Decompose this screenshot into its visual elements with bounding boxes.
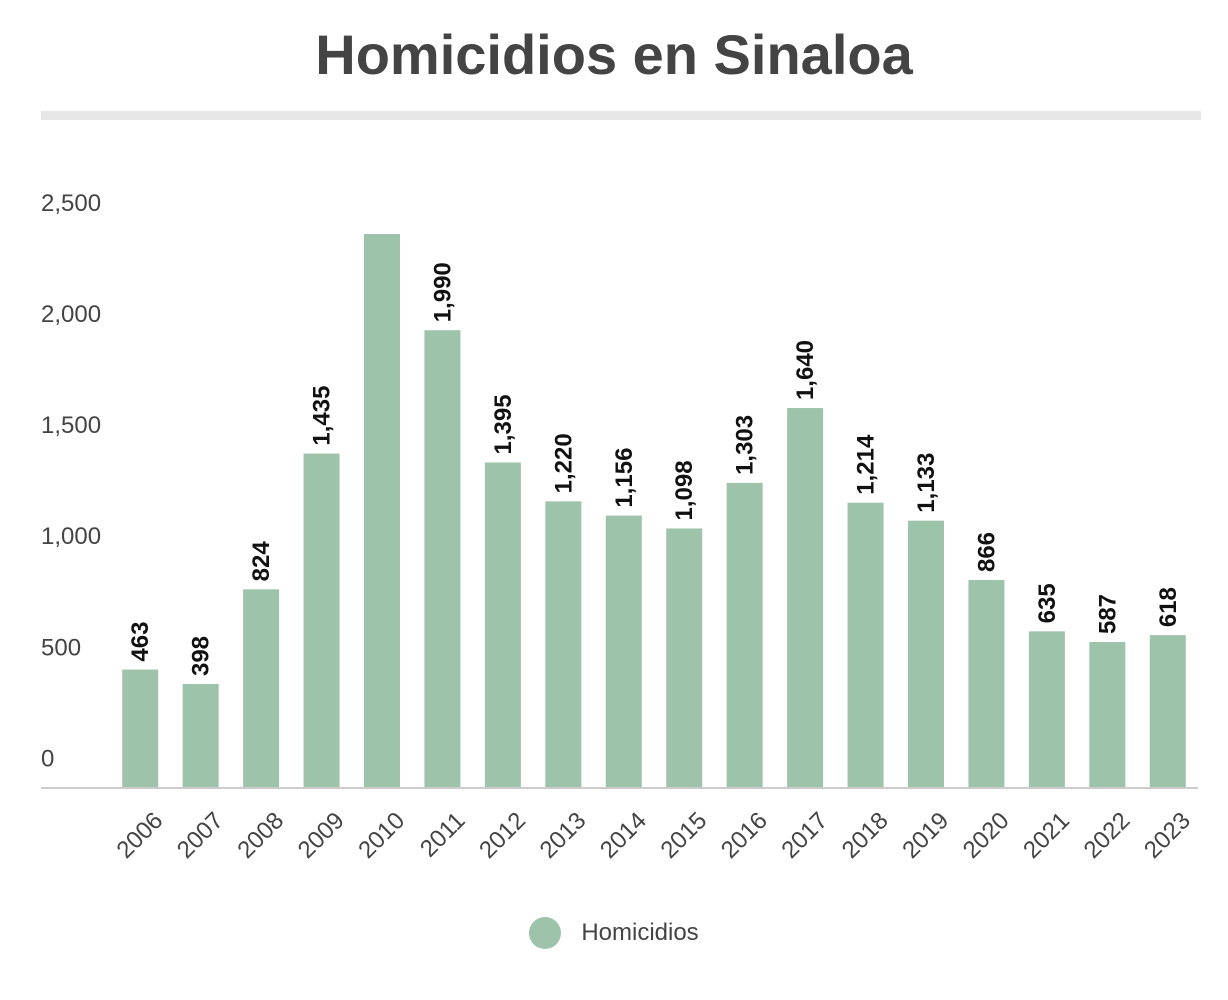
bar-2023 — [1149, 635, 1186, 788]
data-label-2009: 1,435 — [309, 386, 336, 446]
legend: Homicidios — [0, 917, 1228, 949]
y-tick-label: 1,000 — [41, 523, 101, 550]
y-tick-label: 0 — [41, 745, 54, 772]
y-tick-label: 1,500 — [41, 412, 101, 439]
x-tick-label-2023: 2023 — [1139, 807, 1196, 864]
bar-2011 — [424, 330, 461, 788]
data-label-2017: 1,640 — [792, 340, 819, 400]
bar-2006 — [122, 669, 159, 788]
bar-2018 — [847, 502, 884, 788]
x-tick-label-2017: 2017 — [776, 807, 833, 864]
bar-2020 — [968, 580, 1005, 788]
data-label-2021: 635 — [1034, 583, 1061, 623]
bar-2008 — [243, 589, 280, 788]
data-label-2016: 1,303 — [732, 415, 759, 475]
y-tick-label: 2,500 — [41, 190, 101, 217]
bar-2014 — [605, 515, 642, 788]
bar-2017 — [787, 408, 824, 788]
x-tick-label-2012: 2012 — [474, 807, 531, 864]
data-label-2014: 1,156 — [611, 448, 638, 508]
bar-2013 — [545, 501, 582, 788]
x-tick-label-2019: 2019 — [897, 807, 954, 864]
bar-2021 — [1028, 631, 1065, 788]
x-tick-label-2008: 2008 — [232, 807, 289, 864]
x-tick-label-2006: 2006 — [111, 807, 168, 864]
title-divider — [41, 111, 1201, 120]
data-label-2020: 866 — [973, 532, 1000, 572]
data-label-2006: 463 — [127, 622, 154, 662]
x-tick-label-2011: 2011 — [415, 807, 471, 863]
bar-2009 — [303, 453, 340, 788]
x-tick-label-2009: 2009 — [293, 807, 350, 864]
bar-2012 — [484, 462, 521, 788]
x-tick-label-2007: 2007 — [172, 807, 229, 864]
bar-2022 — [1089, 642, 1126, 788]
chart-title: Homicidios en Sinaloa — [315, 23, 913, 86]
x-tick-label-2010: 2010 — [353, 807, 410, 864]
data-label-2013: 1,220 — [550, 433, 577, 493]
bar-2010 — [364, 234, 400, 788]
data-label-2023: 618 — [1155, 587, 1182, 627]
x-tick-label-2015: 2015 — [655, 807, 712, 864]
bar-2015 — [666, 528, 703, 788]
x-tick-label-2021: 2021 — [1018, 807, 1075, 864]
bar-chart: 0 500 1,000 1,500 2,000 2,500 463 2006 398 2007 82… — [41, 190, 1198, 864]
legend-swatch-homicidios — [529, 917, 562, 949]
legend-label-homicidios: Homicidios — [581, 919, 699, 946]
bar-2019 — [908, 520, 944, 788]
data-label-2011: 1,990 — [429, 262, 456, 322]
x-tick-label-2014: 2014 — [595, 807, 652, 864]
bar-2016 — [726, 482, 763, 788]
y-tick-label: 500 — [41, 634, 81, 661]
data-label-2018: 1,214 — [853, 434, 880, 495]
data-label-2007: 398 — [188, 636, 215, 676]
bar-2007 — [182, 684, 219, 788]
data-label-2022: 587 — [1094, 594, 1121, 634]
x-tick-label-2022: 2022 — [1079, 807, 1136, 864]
data-label-2015: 1,098 — [671, 460, 698, 520]
x-tick-label-2013: 2013 — [535, 807, 592, 864]
data-label-2008: 824 — [248, 541, 275, 582]
x-tick-label-2018: 2018 — [837, 807, 894, 864]
y-tick-label: 2,000 — [41, 301, 101, 328]
data-label-2012: 1,395 — [490, 394, 517, 454]
x-tick-label-2020: 2020 — [958, 807, 1015, 864]
data-label-2019: 1,133 — [913, 453, 940, 513]
x-tick-label-2016: 2016 — [716, 807, 773, 864]
